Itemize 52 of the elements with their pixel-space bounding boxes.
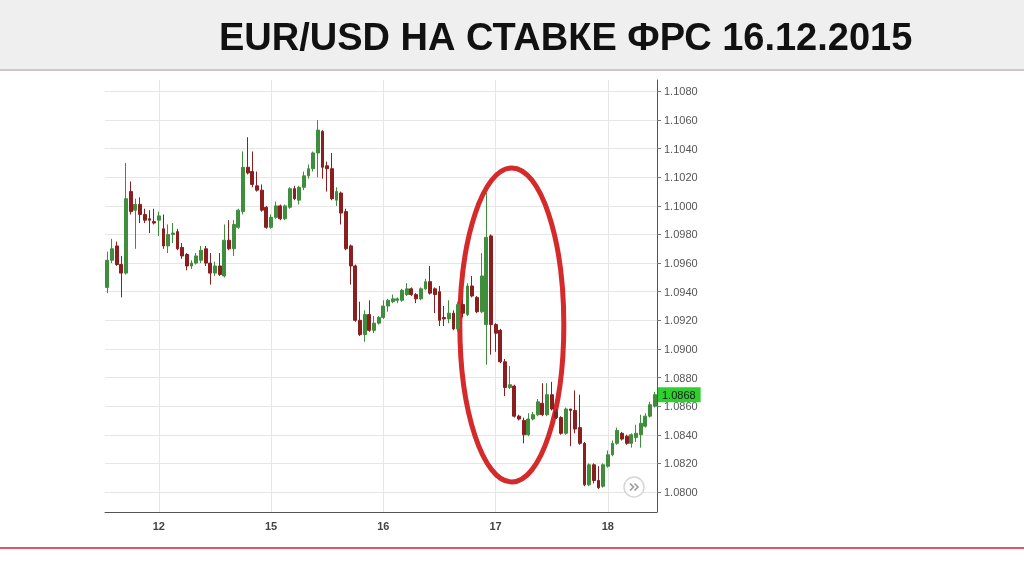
y-tick-label: 1.0940	[664, 285, 698, 298]
x-tick-label: 17	[489, 519, 502, 532]
candlestick	[363, 309, 367, 343]
candlestick	[466, 282, 469, 317]
x-tick-label: 16	[377, 519, 390, 532]
chart-title: EUR/USD НА СТАВКЕ ФРС 16.12.2015	[219, 16, 913, 58]
candlestick	[162, 213, 165, 250]
y-tick-label: 1.0840	[664, 428, 698, 441]
y-tick-label: 1.0820	[664, 457, 698, 470]
candlestick	[461, 299, 465, 318]
y-tick-label: 1.1040	[664, 142, 698, 155]
x-tick-label: 12	[152, 519, 165, 532]
y-tick-label: 1.0880	[664, 371, 698, 384]
candlestick	[456, 301, 460, 333]
y-tick-label: 1.1080	[664, 85, 698, 98]
candlestick	[133, 198, 137, 250]
x-tick-label: 18	[601, 519, 615, 532]
x-tick-label: 15	[264, 519, 278, 532]
y-tick-label: 1.1020	[664, 171, 698, 184]
candlestick	[367, 299, 371, 333]
candlestick	[213, 261, 217, 277]
candlestick	[508, 365, 512, 390]
candlestick	[484, 192, 488, 366]
candlestick	[129, 181, 133, 215]
y-tick-label: 1.1000	[664, 199, 698, 212]
candlestick	[540, 382, 544, 417]
y-tick-label: 1.0900	[664, 342, 698, 355]
candlestick	[293, 185, 296, 201]
y-tick-label: 1.0960	[664, 257, 698, 270]
y-tick-label: 1.0860	[664, 400, 698, 413]
candlestick	[475, 295, 479, 314]
y-tick-label: 1.0800	[664, 485, 698, 498]
candlestick	[124, 162, 128, 276]
candlestick	[157, 211, 161, 237]
candlestick	[278, 203, 282, 221]
candlestick	[152, 208, 156, 225]
candlestick	[587, 462, 591, 487]
candlestick	[564, 407, 568, 436]
candlestick	[447, 299, 451, 324]
y-tick-label: 1.0920	[664, 314, 698, 327]
candlestick	[522, 417, 526, 444]
candlestick	[227, 219, 231, 251]
y-tick-label: 1.0980	[664, 228, 698, 241]
candlestick	[335, 186, 338, 207]
candlestick	[218, 252, 222, 277]
y-tick-label: 1.1060	[664, 114, 698, 127]
candlestick	[545, 382, 549, 417]
candlestick	[452, 309, 455, 331]
candlestick	[222, 223, 226, 278]
candlestick	[470, 275, 474, 298]
annotation: 1.0868	[662, 388, 696, 401]
candlestick	[550, 381, 554, 411]
